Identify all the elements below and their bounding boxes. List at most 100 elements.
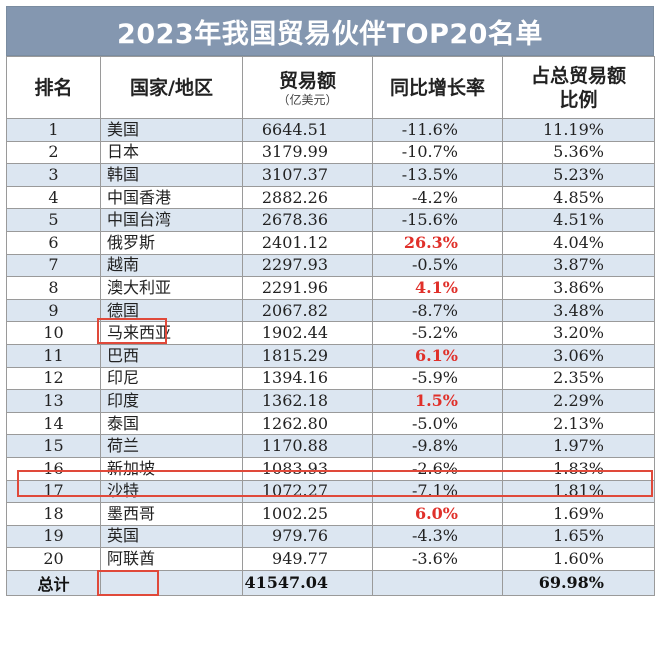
country-cell: 德国 (100, 298, 243, 323)
rank-cell: 12 (6, 366, 101, 391)
growth-cell: -11.6% (372, 118, 503, 142)
rank-cell: 9 (6, 298, 101, 323)
growth-cell: -10.7% (372, 140, 503, 165)
growth-cell: -5.9% (372, 366, 503, 391)
trade-cell: 2882.26 (242, 185, 373, 210)
rank-cell: 1 (6, 118, 101, 142)
trade-cell: 949.77 (242, 547, 373, 571)
share-cell: 1.65% (502, 524, 655, 549)
share-cell: 4.04% (502, 230, 655, 255)
table-row: 4 中国香港 2882.26 -4.2% 4.85% (6, 185, 655, 210)
country-cell: 越南 (100, 253, 243, 278)
growth-cell: 1.5% (372, 389, 503, 413)
share-cell: 1.60% (502, 547, 655, 571)
growth-cell: -4.3% (372, 524, 503, 549)
country-cell: 中国香港 (100, 185, 243, 210)
country-cell: 巴西 (100, 343, 243, 368)
trade-cell: 979.76 (242, 524, 373, 549)
growth-cell: -3.6% (372, 547, 503, 571)
table-row: 18 墨西哥 1002.25 6.0% 1.69% (6, 502, 655, 526)
share-cell: 3.48% (502, 298, 655, 323)
rank-cell: 11 (6, 343, 101, 368)
trade-partners-sheet: 2023年我国贸易伙伴TOP20名单 排名 国家/地区 贸易额 （亿美元） 同比… (6, 6, 655, 596)
share-cell: 3.06% (502, 343, 655, 368)
country-cell: 澳大利亚 (100, 276, 243, 300)
country-cell: 阿联酋 (100, 547, 243, 571)
share-cell: 1.97% (502, 434, 655, 458)
growth-cell: -2.6% (372, 456, 503, 481)
trade-cell: 2297.93 (242, 253, 373, 278)
country-cell: 中国台湾 (100, 208, 243, 232)
share-cell: 4.51% (502, 208, 655, 232)
rank-cell: 14 (6, 411, 101, 436)
country-cell: 韩国 (100, 163, 243, 187)
share-cell: 3.86% (502, 276, 655, 300)
growth-cell: -4.2% (372, 185, 503, 210)
rank-cell: 17 (6, 479, 101, 504)
trade-cell: 1362.18 (242, 389, 373, 413)
trade-cell: 1083.93 (242, 456, 373, 481)
rank-cell: 2 (6, 140, 101, 165)
table-row: 20 阿联酋 949.77 -3.6% 1.60% (6, 547, 655, 571)
growth-cell: -5.2% (372, 321, 503, 345)
trade-cell: 2401.12 (242, 230, 373, 255)
table-row: 17 沙特 1072.27 -7.1% 1.81% (6, 479, 655, 504)
header-rank: 排名 (6, 56, 101, 119)
trade-cell: 2678.36 (242, 208, 373, 232)
country-cell: 美国 (100, 118, 243, 142)
rank-cell: 4 (6, 185, 101, 210)
share-cell: 3.87% (502, 253, 655, 278)
share-cell: 11.19% (502, 118, 655, 142)
rank-cell: 13 (6, 389, 101, 413)
growth-cell: 4.1% (372, 276, 503, 300)
country-cell: 英国 (100, 524, 243, 549)
table-row: 15 荷兰 1170.88 -9.8% 1.97% (6, 434, 655, 458)
sheet-title: 2023年我国贸易伙伴TOP20名单 (117, 18, 543, 50)
table-row: 5 中国台湾 2678.36 -15.6% 4.51% (6, 208, 655, 232)
trade-cell: 1170.88 (242, 434, 373, 458)
country-cell: 荷兰 (100, 434, 243, 458)
rank-cell: 16 (6, 456, 101, 481)
trade-cell: 6644.51 (242, 118, 373, 142)
growth-cell: -5.0% (372, 411, 503, 436)
trade-cell: 1072.27 (242, 479, 373, 504)
rank-cell: 7 (6, 253, 101, 278)
header-growth: 同比增长率 (372, 56, 503, 119)
trade-cell: 1902.44 (242, 321, 373, 345)
header-trade-unit: （亿美元） (277, 92, 338, 107)
total-row: 总计 41547.04 69.98% (6, 569, 655, 596)
growth-cell: -15.6% (372, 208, 503, 232)
country-cell: 沙特 (100, 479, 243, 504)
sheet-title-bar: 2023年我国贸易伙伴TOP20名单 (6, 6, 654, 56)
total-label: 总计 (6, 569, 101, 596)
growth-cell: 6.0% (372, 502, 503, 526)
table-row: 9 德国 2067.82 -8.7% 3.48% (6, 298, 655, 323)
header-country: 国家/地区 (100, 56, 243, 119)
rank-cell: 8 (6, 276, 101, 300)
table-row: 10 马来西亚 1902.44 -5.2% 3.20% (6, 321, 655, 345)
rank-cell: 20 (6, 547, 101, 571)
share-cell: 4.85% (502, 185, 655, 210)
country-cell: 新加坡 (100, 456, 243, 481)
trade-cell: 1394.16 (242, 366, 373, 391)
table-row: 19 英国 979.76 -4.3% 1.65% (6, 524, 655, 549)
table-body: 1 美国 6644.51 -11.6% 11.19% 2 日本 3179.99 -10.7% 5.… (6, 118, 655, 571)
share-cell: 5.36% (502, 140, 655, 165)
header-trade: 贸易额 （亿美元） (242, 56, 373, 119)
trade-table: 排名 国家/地区 贸易额 （亿美元） 同比增长率 占总贸易额 比例 1 美国 664… (6, 56, 655, 596)
table-row: 8 澳大利亚 2291.96 4.1% 3.86% (6, 276, 655, 300)
table-row: 14 泰国 1262.80 -5.0% 2.13% (6, 411, 655, 436)
share-cell: 2.29% (502, 389, 655, 413)
table-row: 1 美国 6644.51 -11.6% 11.19% (6, 118, 655, 142)
rank-cell: 10 (6, 321, 101, 345)
share-cell: 2.13% (502, 411, 655, 436)
total-growth-empty (372, 569, 503, 596)
growth-cell: 6.1% (372, 343, 503, 368)
rank-cell: 3 (6, 163, 101, 187)
header-share-line2: 比例 (559, 88, 598, 111)
country-cell: 泰国 (100, 411, 243, 436)
table-row: 16 新加坡 1083.93 -2.6% 1.83% (6, 456, 655, 481)
country-cell: 马来西亚 (100, 321, 243, 345)
country-cell: 墨西哥 (100, 502, 243, 526)
total-trade: 41547.04 (242, 569, 373, 596)
